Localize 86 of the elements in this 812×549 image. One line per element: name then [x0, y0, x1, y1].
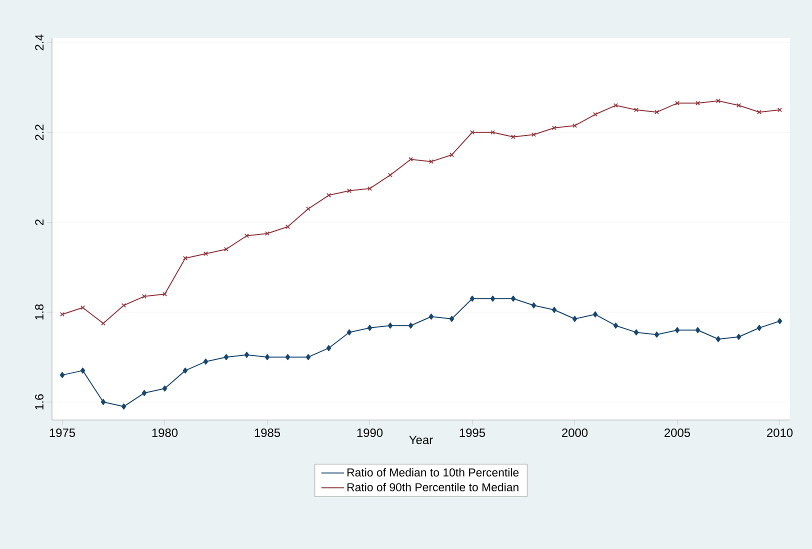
point: [531, 302, 536, 308]
point: [777, 318, 782, 324]
x-tick-label: 1980: [152, 428, 178, 437]
point: [367, 324, 372, 331]
point: [592, 112, 598, 117]
point: [716, 336, 721, 342]
point: [80, 305, 86, 310]
point: [224, 354, 229, 360]
point: [470, 296, 475, 302]
point: [346, 329, 352, 336]
legend-label: Ratio of 90th Percentile to Median: [347, 482, 518, 492]
point: [203, 251, 208, 256]
point: [306, 354, 311, 360]
point: [408, 157, 414, 162]
point: [367, 186, 372, 191]
point: [264, 354, 270, 360]
point: [695, 100, 700, 106]
point: [552, 306, 557, 313]
point: [490, 130, 496, 135]
point: [716, 98, 721, 104]
point: [306, 206, 311, 212]
y-tick-label: 2.2: [35, 124, 44, 140]
point: [182, 368, 188, 374]
y-tick-label: 2: [35, 220, 44, 225]
point: [510, 296, 516, 302]
point: [572, 123, 578, 128]
point: [572, 316, 578, 322]
x-tick-label: 1985: [254, 428, 280, 437]
x-tick-label: 2000: [562, 428, 588, 437]
point: [100, 321, 106, 326]
point: [449, 316, 454, 322]
x-tick-label: 1990: [357, 428, 383, 437]
point: [388, 172, 393, 178]
point: [756, 324, 762, 331]
point: [121, 403, 126, 410]
point: [100, 398, 106, 406]
x-tick-label: 1995: [460, 428, 486, 437]
point: [346, 188, 352, 194]
point: [285, 224, 290, 230]
point: [654, 110, 660, 114]
point: [326, 345, 332, 352]
point: [142, 390, 147, 396]
point: [285, 354, 290, 360]
point: [121, 303, 126, 308]
point: [674, 327, 680, 334]
y-tick-label: 1.6: [35, 394, 44, 410]
point: [203, 358, 208, 365]
point: [428, 159, 434, 164]
point: [162, 292, 168, 296]
point: [244, 233, 250, 238]
point: [654, 332, 660, 338]
x-tick-label: 2005: [664, 428, 690, 437]
point: [224, 246, 229, 252]
legend-label: Ratio of Median to 10th Percentile: [347, 468, 519, 477]
point: [244, 352, 250, 358]
point: [613, 103, 618, 108]
point: [80, 368, 86, 374]
point: [756, 110, 762, 114]
point: [60, 372, 65, 378]
point: [408, 322, 414, 329]
point: [736, 103, 742, 108]
x-tick-label: 1975: [50, 428, 76, 437]
x-tick-label: 2010: [767, 428, 793, 437]
point: [736, 334, 742, 340]
point: [634, 108, 639, 112]
point: [449, 152, 454, 158]
point: [634, 329, 639, 336]
point: [531, 132, 536, 137]
point: [428, 314, 434, 320]
point: [162, 385, 168, 392]
point: [552, 126, 557, 130]
point: [326, 193, 332, 198]
point: [470, 130, 475, 135]
y-tick-label: 1.8: [35, 304, 44, 320]
point: [510, 134, 516, 140]
point: [264, 231, 270, 236]
point: [142, 294, 147, 299]
y-tick-label: 2.4: [35, 34, 44, 50]
point: [592, 311, 598, 318]
point: [674, 100, 680, 106]
point: [182, 256, 188, 260]
point: [613, 322, 618, 329]
point: [695, 327, 700, 334]
point: [490, 296, 496, 302]
point: [388, 322, 393, 329]
x-axis-title: Year: [409, 436, 433, 444]
